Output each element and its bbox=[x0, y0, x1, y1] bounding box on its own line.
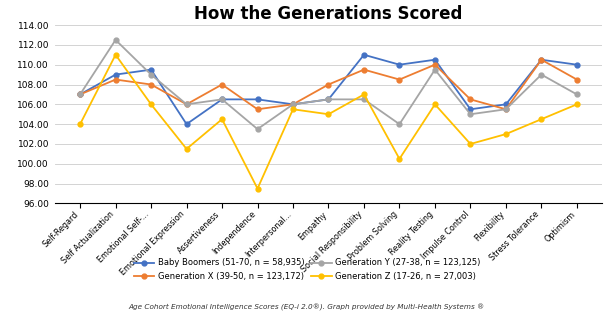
Generation X (39-50, n = 123,172) bbox=[219, 83, 226, 86]
Generation Z (17-26, n = 27,003) bbox=[183, 147, 190, 151]
Baby Boomers (51-70, n = 58,935) bbox=[219, 98, 226, 101]
Generation Z (17-26, n = 27,003) bbox=[112, 53, 119, 57]
Legend: Baby Boomers (51-70, n = 58,935), Generation X (39-50, n = 123,172), Generation : Baby Boomers (51-70, n = 58,935), Genera… bbox=[133, 259, 481, 281]
Generation Z (17-26, n = 27,003) bbox=[254, 187, 261, 191]
Baby Boomers (51-70, n = 58,935) bbox=[573, 63, 581, 67]
Baby Boomers (51-70, n = 58,935) bbox=[325, 98, 332, 101]
Generation Z (17-26, n = 27,003) bbox=[76, 122, 84, 126]
Baby Boomers (51-70, n = 58,935) bbox=[76, 93, 84, 96]
Generation Y (27-38, n = 123,125) bbox=[502, 107, 510, 111]
Baby Boomers (51-70, n = 58,935) bbox=[360, 53, 368, 57]
Baby Boomers (51-70, n = 58,935) bbox=[112, 73, 119, 76]
Generation X (39-50, n = 123,172) bbox=[289, 102, 297, 106]
Generation Y (27-38, n = 123,125) bbox=[112, 38, 119, 42]
Generation X (39-50, n = 123,172) bbox=[360, 68, 368, 72]
Generation Z (17-26, n = 27,003) bbox=[467, 142, 474, 146]
Generation Y (27-38, n = 123,125) bbox=[76, 93, 84, 96]
Line: Baby Boomers (51-70, n = 58,935): Baby Boomers (51-70, n = 58,935) bbox=[77, 52, 580, 126]
Generation X (39-50, n = 123,172) bbox=[147, 83, 155, 86]
Baby Boomers (51-70, n = 58,935) bbox=[183, 122, 190, 126]
Generation Z (17-26, n = 27,003) bbox=[325, 112, 332, 116]
Generation X (39-50, n = 123,172) bbox=[254, 107, 261, 111]
Generation X (39-50, n = 123,172) bbox=[538, 58, 545, 62]
Generation Z (17-26, n = 27,003) bbox=[396, 157, 403, 161]
Generation X (39-50, n = 123,172) bbox=[325, 83, 332, 86]
Generation X (39-50, n = 123,172) bbox=[76, 93, 84, 96]
Baby Boomers (51-70, n = 58,935) bbox=[147, 68, 155, 72]
Generation Z (17-26, n = 27,003) bbox=[431, 102, 438, 106]
Generation Y (27-38, n = 123,125) bbox=[467, 112, 474, 116]
Title: How the Generations Scored: How the Generations Scored bbox=[194, 6, 463, 23]
Generation Z (17-26, n = 27,003) bbox=[147, 102, 155, 106]
Generation X (39-50, n = 123,172) bbox=[183, 102, 190, 106]
Baby Boomers (51-70, n = 58,935) bbox=[538, 58, 545, 62]
Generation Z (17-26, n = 27,003) bbox=[289, 107, 297, 111]
Generation Y (27-38, n = 123,125) bbox=[325, 98, 332, 101]
Generation Y (27-38, n = 123,125) bbox=[183, 102, 190, 106]
Generation Z (17-26, n = 27,003) bbox=[573, 102, 581, 106]
Generation Y (27-38, n = 123,125) bbox=[219, 98, 226, 101]
Generation X (39-50, n = 123,172) bbox=[431, 63, 438, 67]
Baby Boomers (51-70, n = 58,935) bbox=[467, 107, 474, 111]
Baby Boomers (51-70, n = 58,935) bbox=[254, 98, 261, 101]
Line: Generation X (39-50, n = 123,172): Generation X (39-50, n = 123,172) bbox=[77, 57, 580, 112]
Generation X (39-50, n = 123,172) bbox=[573, 78, 581, 81]
Generation X (39-50, n = 123,172) bbox=[502, 107, 510, 111]
Generation Z (17-26, n = 27,003) bbox=[502, 132, 510, 136]
Generation Y (27-38, n = 123,125) bbox=[147, 73, 155, 76]
Generation Y (27-38, n = 123,125) bbox=[254, 127, 261, 131]
Line: Generation Z (17-26, n = 27,003): Generation Z (17-26, n = 27,003) bbox=[77, 52, 580, 191]
Generation Z (17-26, n = 27,003) bbox=[219, 117, 226, 121]
Baby Boomers (51-70, n = 58,935) bbox=[289, 102, 297, 106]
Generation X (39-50, n = 123,172) bbox=[396, 78, 403, 81]
Generation Y (27-38, n = 123,125) bbox=[431, 68, 438, 72]
Baby Boomers (51-70, n = 58,935) bbox=[396, 63, 403, 67]
Generation X (39-50, n = 123,172) bbox=[112, 78, 119, 81]
Generation X (39-50, n = 123,172) bbox=[467, 98, 474, 101]
Generation Y (27-38, n = 123,125) bbox=[360, 98, 368, 101]
Text: Age Cohort Emotional Intelligence Scores (EQ-i 2.0®). Graph provided by Multi-He: Age Cohort Emotional Intelligence Scores… bbox=[129, 304, 485, 311]
Generation Z (17-26, n = 27,003) bbox=[360, 93, 368, 96]
Line: Generation Y (27-38, n = 123,125): Generation Y (27-38, n = 123,125) bbox=[77, 38, 580, 131]
Baby Boomers (51-70, n = 58,935) bbox=[431, 58, 438, 62]
Generation Z (17-26, n = 27,003) bbox=[538, 117, 545, 121]
Generation Y (27-38, n = 123,125) bbox=[396, 122, 403, 126]
Generation Y (27-38, n = 123,125) bbox=[573, 93, 581, 96]
Generation Y (27-38, n = 123,125) bbox=[289, 102, 297, 106]
Generation Y (27-38, n = 123,125) bbox=[538, 73, 545, 76]
Baby Boomers (51-70, n = 58,935) bbox=[502, 102, 510, 106]
